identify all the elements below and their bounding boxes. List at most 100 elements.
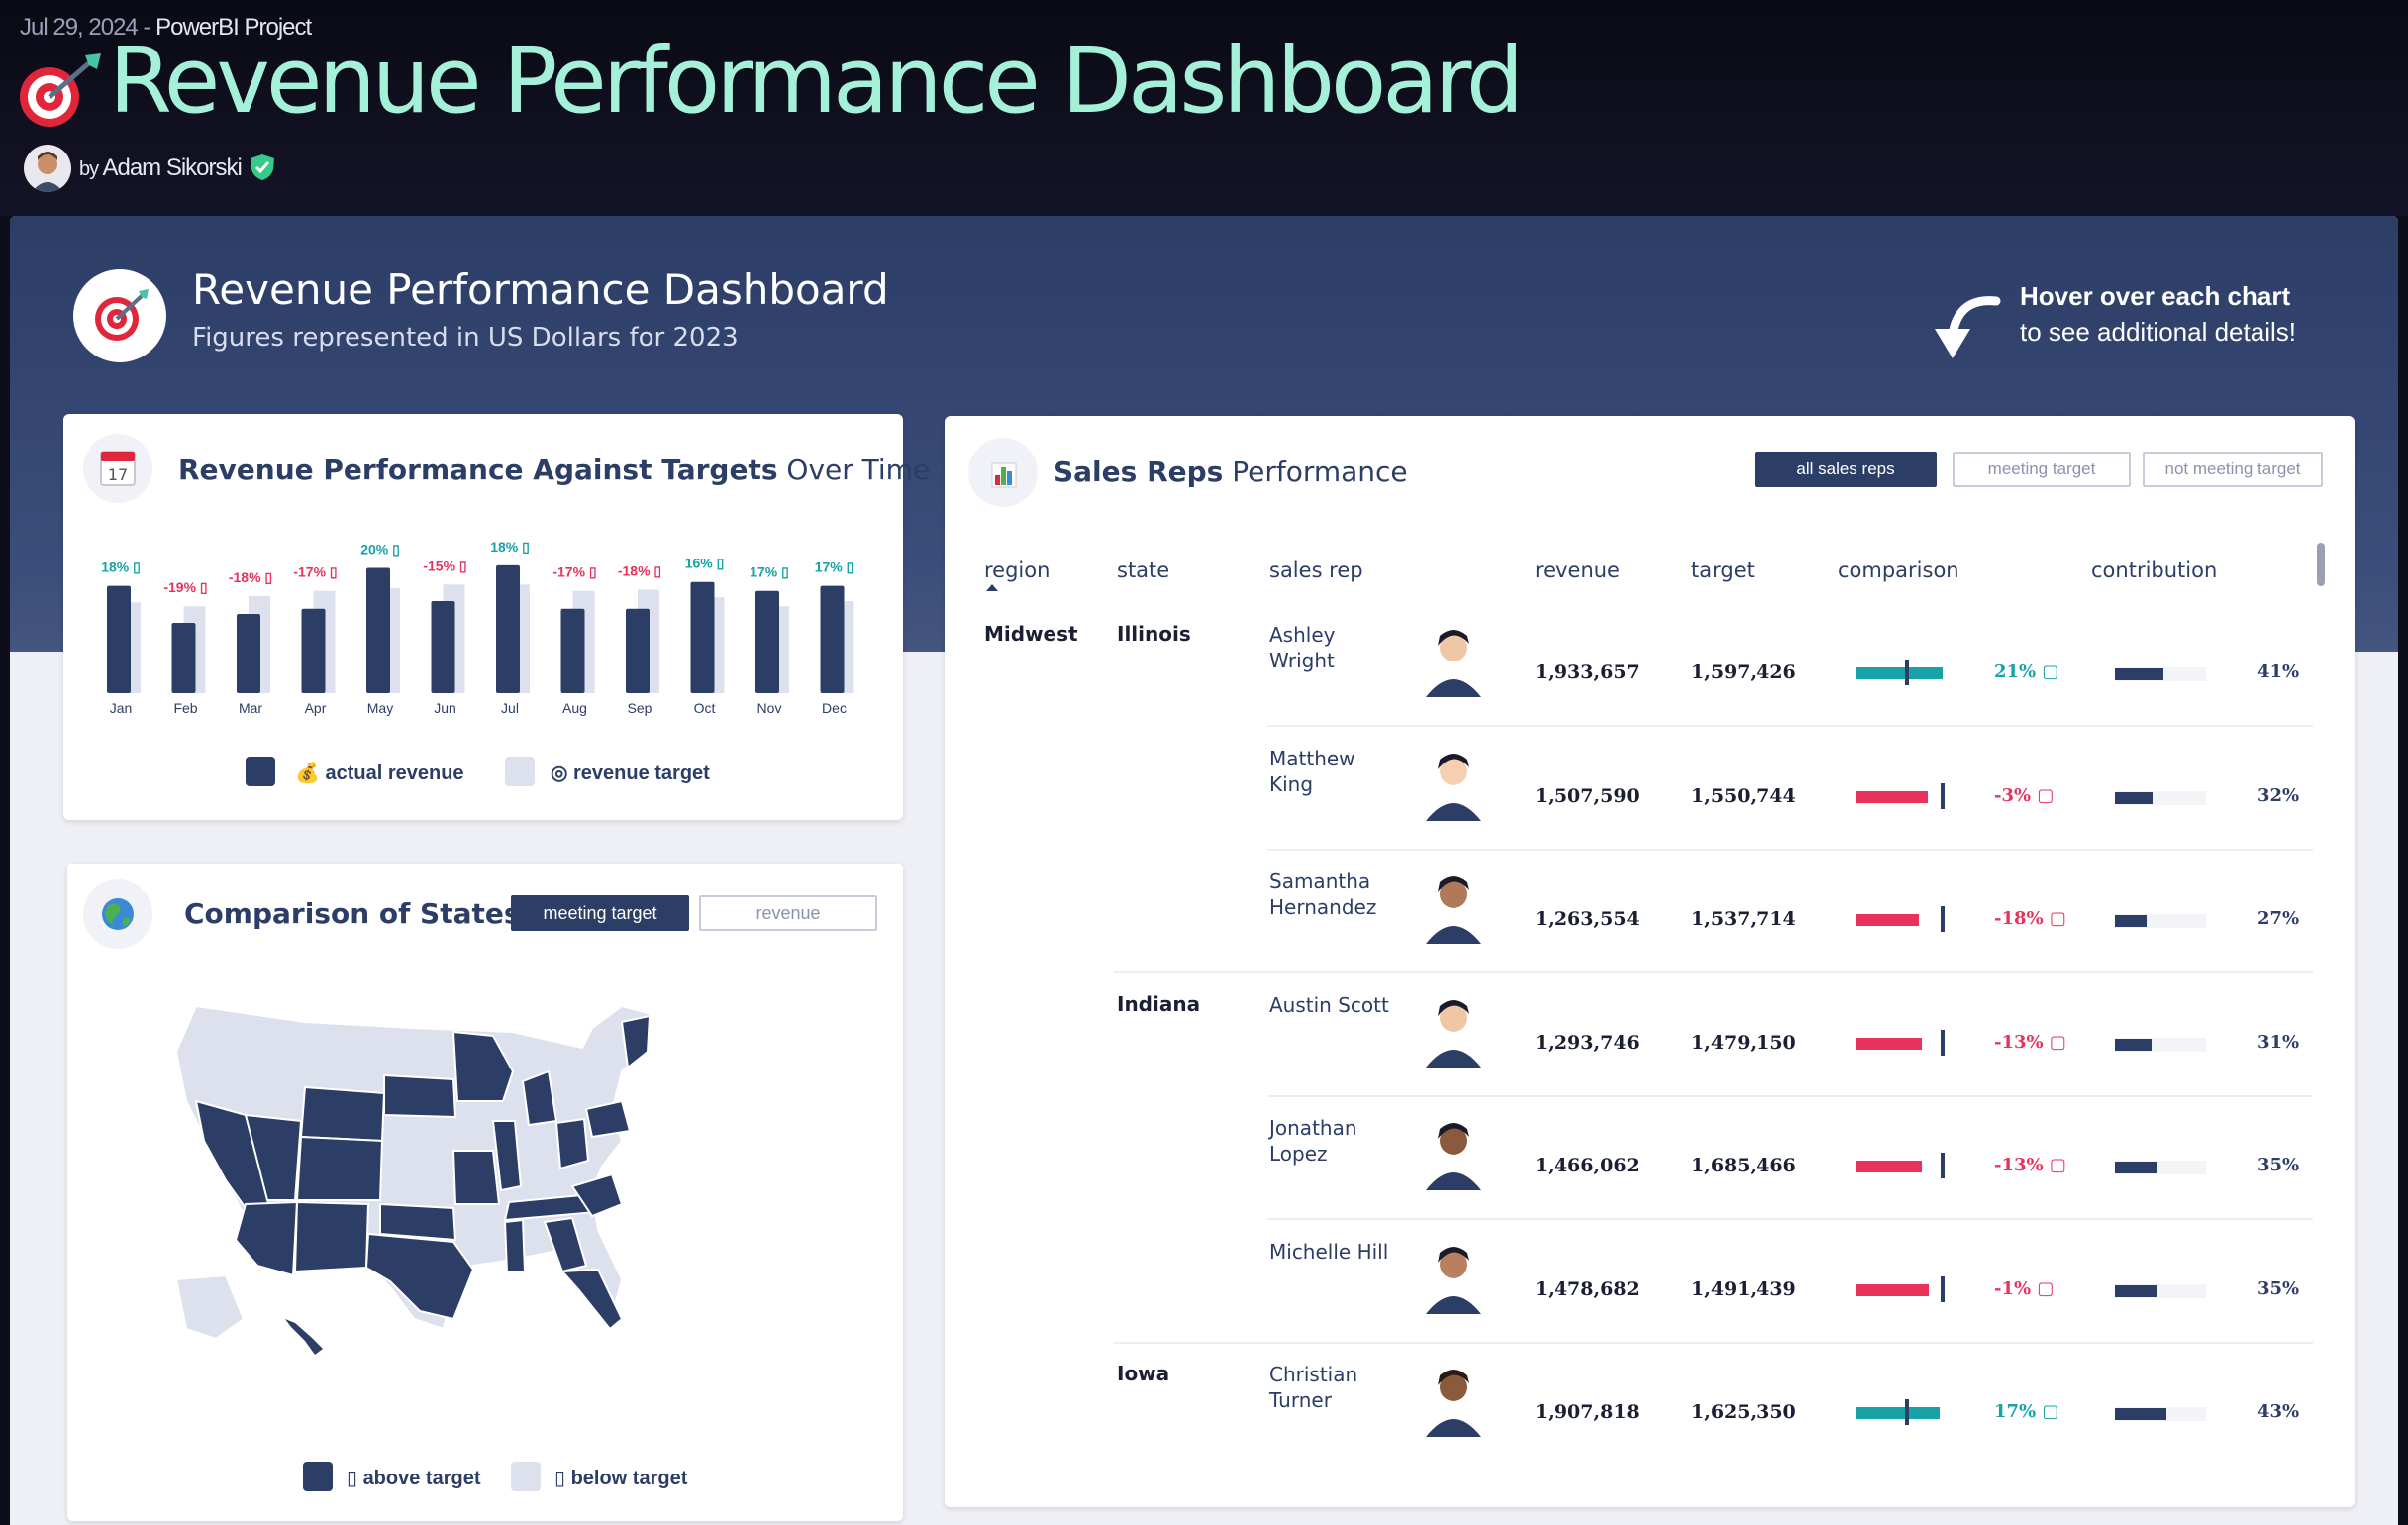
variance-label: 16% ▯ — [685, 556, 725, 571]
sales-rep-cell: Samantha Hernandez — [1269, 869, 1377, 919]
actual-revenue-bar[interactable] — [366, 567, 390, 693]
state-colorado[interactable] — [295, 1135, 384, 1201]
reps-title-bold: Sales Reps — [1054, 456, 1224, 488]
target-marker — [1941, 1153, 1945, 1178]
meeting-target-toggle[interactable]: meeting target — [511, 895, 689, 931]
comparison-value: -13% ▢ — [1994, 1155, 2066, 1175]
state-hawaii[interactable] — [285, 1319, 323, 1355]
state-arizona[interactable] — [234, 1200, 299, 1277]
comparison-bar[interactable] — [1856, 1161, 1923, 1172]
actual-revenue-bar[interactable] — [560, 608, 585, 693]
state-georgia[interactable] — [543, 1216, 588, 1273]
table-row[interactable]: Indiana Austin Scott 1,293,746 1,479,150… — [945, 992, 2355, 1115]
state-utah[interactable] — [244, 1113, 303, 1201]
table-scrollbar[interactable] — [2317, 543, 2325, 586]
revenue-toggle[interactable]: revenue — [699, 895, 877, 931]
state-north-carolina[interactable] — [570, 1172, 624, 1218]
state-oklahoma[interactable] — [379, 1202, 457, 1242]
table-row[interactable]: Michelle Hill 1,478,682 1,491,439 -1% ▢ … — [945, 1239, 2355, 1362]
actual-revenue-bar[interactable] — [171, 623, 196, 693]
state-wyoming[interactable] — [299, 1085, 386, 1143]
contribution-bar[interactable] — [2115, 668, 2164, 680]
report-title: Revenue Performance Dashboard — [192, 265, 889, 314]
state-michigan[interactable] — [521, 1069, 558, 1127]
state-minnesota[interactable] — [452, 1030, 515, 1102]
actual-revenue-bar[interactable] — [431, 601, 455, 693]
column-header-sales-rep[interactable]: sales rep — [1269, 559, 1363, 582]
below-target-label: below target — [570, 1468, 688, 1489]
comparison-bar[interactable] — [1856, 1283, 1930, 1296]
actual-revenue-bar[interactable] — [626, 608, 650, 693]
column-header-region[interactable]: region — [984, 559, 1051, 582]
actual-revenue-bar[interactable] — [690, 581, 715, 693]
revenue-cell: 1,263,554 — [1535, 908, 1640, 930]
author-by-label: by — [79, 158, 99, 180]
globe-icon-bubble — [83, 879, 152, 949]
variance-label: -19% ▯ — [163, 579, 207, 595]
table-row[interactable]: Samantha Hernandez 1,263,554 1,537,714 -1… — [945, 868, 2355, 991]
month-tick-label: Sep — [628, 700, 652, 716]
filter-not-meeting-target[interactable]: not meeting target — [2143, 452, 2323, 487]
state-maine[interactable] — [620, 1014, 652, 1069]
target-marker — [1905, 660, 1909, 685]
contribution-bar[interactable] — [2115, 1038, 2153, 1051]
state-texas[interactable] — [364, 1232, 475, 1321]
table-row[interactable]: Jonathan Lopez 1,466,062 1,685,466 -13% ▢… — [945, 1115, 2355, 1238]
contribution-bar[interactable] — [2115, 1162, 2157, 1173]
state-pennsylvania[interactable] — [584, 1099, 632, 1139]
filter-meeting-target[interactable]: meeting target — [1953, 452, 2131, 487]
comparison-bar[interactable] — [1856, 790, 1929, 803]
state-illinois[interactable] — [491, 1120, 523, 1192]
actual-revenue-bar[interactable] — [755, 590, 779, 693]
comparison-bar[interactable] — [1856, 1407, 1941, 1419]
actual-revenue-swatch — [246, 757, 275, 786]
variance-label: -17% ▯ — [293, 564, 337, 580]
column-header-contribution[interactable]: contribution — [2091, 559, 2218, 582]
revenue-bar-chart[interactable]: 18% ▯ Jan -19% ▯ Feb -18% ▯ Mar -17% ▯ Apr 20% ▯… — [63, 414, 903, 820]
filter-all-sales-reps[interactable]: all sales reps — [1755, 452, 1937, 487]
contribution-bar[interactable] — [2115, 1284, 2157, 1297]
actual-revenue-bar[interactable] — [301, 608, 326, 693]
actual-revenue-bar[interactable] — [496, 564, 520, 693]
actual-revenue-bar[interactable] — [237, 613, 260, 693]
revenue-cell: 1,478,682 — [1535, 1277, 1640, 1300]
state-mississippi[interactable] — [503, 1218, 527, 1272]
revenue-cell: 1,466,062 — [1535, 1155, 1640, 1176]
state-missouri[interactable] — [452, 1150, 501, 1205]
table-row[interactable]: Matthew King 1,507,590 1,550,744 -3% ▢ 32… — [945, 746, 2355, 868]
revenue-cell: 1,907,818 — [1535, 1401, 1640, 1423]
state-new-mexico[interactable] — [293, 1200, 370, 1273]
contribution-value: 43% — [2258, 1401, 2300, 1422]
calendar-icon-bubble: 17 — [83, 434, 152, 503]
state-alaska[interactable] — [174, 1273, 246, 1341]
sales-rep-avatar — [1418, 868, 1489, 946]
variance-label: -17% ▯ — [552, 564, 596, 580]
actual-revenue-bar[interactable] — [107, 585, 131, 693]
author-name[interactable]: by Adam Sikorski — [79, 154, 243, 182]
sales-rep-avatar — [1418, 1239, 1489, 1316]
sort-ascending-icon[interactable] — [986, 584, 998, 591]
contribution-bar[interactable] — [2115, 791, 2154, 804]
target-cell: 1,537,714 — [1691, 908, 1796, 930]
table-row[interactable]: Iowa Christian Turner 1,907,818 1,625,350… — [945, 1362, 2355, 1484]
us-states-map[interactable] — [156, 992, 790, 1369]
contribution-bar[interactable] — [2115, 1408, 2166, 1420]
author-avatar[interactable] — [24, 145, 71, 192]
table-row[interactable]: Midwest Illinois Ashley Wright 1,933,657 … — [945, 622, 2355, 745]
column-header-revenue[interactable]: revenue — [1535, 559, 1620, 582]
comparison-bar[interactable] — [1856, 667, 1943, 679]
comparison-bar[interactable] — [1856, 914, 1920, 926]
target-cell: 1,597,426 — [1691, 661, 1796, 683]
target-cell: 1,625,350 — [1691, 1401, 1796, 1423]
column-header-comparison[interactable]: comparison — [1838, 559, 1959, 582]
state-south-dakota[interactable] — [383, 1073, 457, 1119]
comparison-bar[interactable] — [1856, 1037, 1923, 1050]
column-header-state[interactable]: state — [1117, 559, 1170, 582]
row-divider — [1267, 1094, 2313, 1097]
state-ohio[interactable] — [554, 1117, 590, 1170]
contribution-bar[interactable] — [2115, 915, 2148, 927]
column-header-target[interactable]: target — [1691, 559, 1755, 582]
state-florida[interactable] — [559, 1268, 624, 1331]
actual-revenue-bar[interactable] — [820, 585, 845, 693]
comparison-value: 21% ▢ — [1994, 661, 2059, 682]
